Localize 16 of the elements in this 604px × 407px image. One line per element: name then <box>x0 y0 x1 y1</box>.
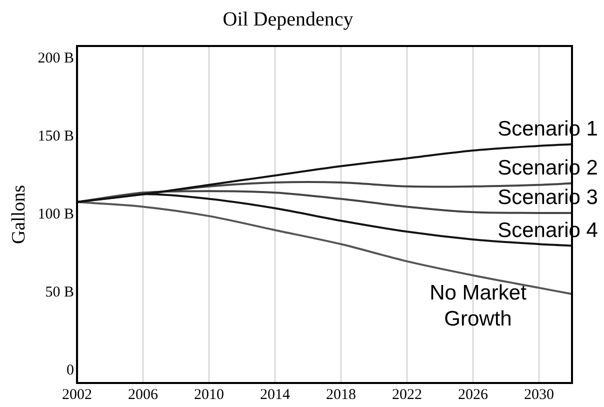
x-tick-label: 2014 <box>260 386 291 403</box>
y-tick-label: 50 B <box>45 284 74 300</box>
y-axis-title: Gallons <box>8 184 30 244</box>
y-tick-label: 150 B <box>38 128 74 144</box>
y-tick-label: 100 B <box>38 206 74 222</box>
x-tick-label: 2018 <box>326 386 356 403</box>
chart-title: Oil Dependency <box>222 8 354 30</box>
x-tick-label: 2022 <box>392 386 422 403</box>
x-tick-label: 2002 <box>62 386 92 403</box>
x-tick-label: 2030 <box>524 386 554 403</box>
series-label: No Market Growth <box>430 281 527 330</box>
x-tick-label: 2006 <box>128 386 159 403</box>
x-tick-label: 2026 <box>458 386 489 403</box>
x-tick-label: 2010 <box>194 386 224 403</box>
y-tick-label: 200 B <box>38 50 74 66</box>
y-tick-label: 0 <box>66 362 74 378</box>
